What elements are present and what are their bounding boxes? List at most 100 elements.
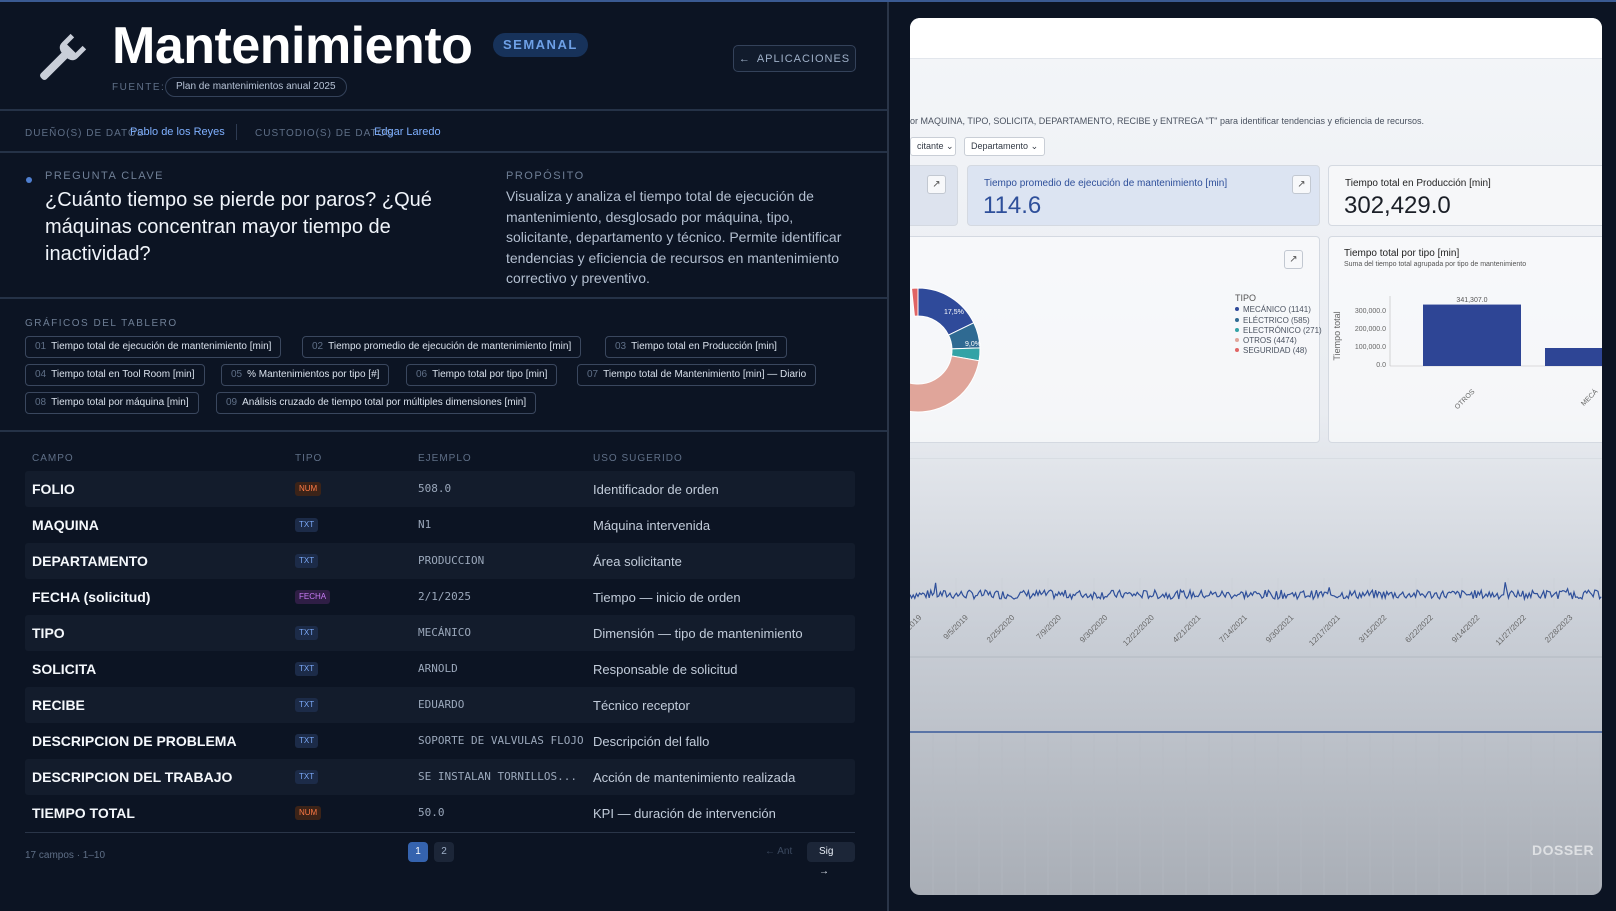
field-name: DESCRIPCION DEL TRABAJO (32, 769, 233, 785)
legend-item: ELÉCTRICO (585) (1235, 316, 1322, 326)
legend-item: SEGURIDAD (48) (1235, 346, 1322, 356)
chart-chip-08[interactable]: 08 Tiempo total por máquina [min] (25, 392, 199, 414)
legend-swatch (1235, 327, 1239, 332)
prev-page-button[interactable]: ← Ant (765, 846, 793, 857)
chart-chip-07[interactable]: 07 Tiempo total de Mantenimiento [min] — … (577, 364, 817, 386)
legend-swatch (1235, 317, 1239, 322)
donut-chart: 17,5% 9,0% (910, 287, 981, 413)
suggested-use: Acción de mantenimiento realizada (593, 770, 796, 785)
suggested-use: KPI — duración de intervención (593, 806, 776, 821)
bar-chart: Tiempo total 300,000.0 200,000.0 100,000… (1332, 296, 1602, 411)
type-badge: TXT (295, 662, 319, 676)
owner-label: DUEÑO(S) DE DATOS (25, 128, 145, 139)
chip-number: 07 (587, 369, 599, 380)
suggested-use: Responsable de solicitud (593, 662, 738, 677)
date-ticks: 1/28/2019 9/5/2019 2/25/2020 7/9/2020 9/30/2… (910, 613, 1575, 648)
donut-label: 17,5% (944, 309, 964, 316)
apps-button[interactable]: ← APLICACIONES (733, 45, 856, 72)
legend-swatch (1235, 307, 1239, 312)
bar-chart-title: Tiempo total por tipo [min] (1344, 248, 1460, 259)
date-tick: 12/17/2021 (1307, 613, 1342, 648)
field-name: MAQUINA (32, 517, 99, 533)
chart-chip-02[interactable]: 02 Tiempo promedio de ejecución de manten… (302, 336, 582, 358)
purpose-label: PROPÓSITO (506, 170, 585, 182)
legend-swatch (1235, 348, 1239, 353)
table-row: SOLICITA TXT ARNOLD Responsable de solicitu… (25, 651, 855, 687)
bar-chart-subtitle: Suma del tiempo total agrupada por tipo … (1344, 261, 1527, 268)
kpi-card-total: ↗ (910, 165, 958, 226)
chevron-down-icon: ⌄ (1030, 141, 1039, 151)
expand-icon[interactable]: ↗ (927, 175, 946, 194)
page-2-button[interactable]: 2 (434, 842, 454, 862)
legend-item: ELECTRÓNICO (271) (1235, 326, 1322, 336)
table-row: RECIBE TXT EDUARDO Técnico receptor (25, 687, 855, 723)
field-name: SOLICITA (32, 661, 97, 677)
chevron-down-icon: ⌄ (946, 141, 954, 151)
date-tick: 7/9/2020 (1035, 613, 1064, 642)
dosser-logo: DOSSER (1532, 842, 1595, 858)
date-tick: 9/14/2022 (1450, 613, 1482, 645)
chart-chip-06[interactable]: 06 Tiempo total por tipo [min] (406, 364, 558, 386)
key-question-text: ¿Cuánto tiempo se pierde por paros? ¿Qué… (45, 189, 432, 265)
y-tick: 0.0 (1376, 362, 1386, 369)
type-badge: TXT (295, 554, 319, 568)
dashboard-preview[interactable]: or MAQUINA, TIPO, SOLICITA, DEPARTAMENTO… (910, 18, 1602, 895)
chip-label: Tiempo total de ejecución de mantenimien… (51, 341, 272, 352)
table-row: DESCRIPCION DE PROBLEMA TXT SOPORTE DE VAL… (25, 723, 855, 759)
y-tick: 100,000.0 (1355, 344, 1386, 351)
owner-value[interactable]: Pablo de los Reyes (130, 126, 225, 138)
x-tick: MECÁ (1579, 387, 1600, 408)
date-tick: 9/5/2019 (942, 613, 971, 642)
donut-slice (910, 355, 980, 413)
type-badge: TXT (295, 770, 319, 784)
chip-number: 08 (35, 397, 47, 408)
timeline-series (910, 582, 1602, 602)
legend-swatch (1235, 338, 1239, 343)
bullet-dot (26, 177, 32, 183)
donut-label: 9,0% (965, 341, 981, 348)
col-ejemplo: EJEMPLO (418, 453, 472, 464)
legend-label: ELECTRÓNICO (271) (1243, 325, 1322, 335)
custodian-value[interactable]: Edgar Laredo (374, 126, 441, 138)
chip-label: Tiempo total de Mantenimiento [min] — Di… (603, 369, 807, 380)
chip-number: 01 (35, 341, 47, 352)
filter-departamento-dropdown[interactable]: Departamento ⌄ (964, 137, 1046, 156)
chart-chip-04[interactable]: 04 Tiempo total en Tool Room [min] (25, 364, 205, 386)
bar-mecanico (1545, 348, 1602, 366)
apps-button-label: APLICACIONES (756, 52, 851, 65)
field-count: 17 campos · 1–10 (25, 850, 106, 861)
chart-chip-05[interactable]: 05 % Mantenimientos por tipo [#] (221, 364, 390, 386)
legend-item: MECÁNICO (1141) (1235, 305, 1322, 315)
date-tick: 1/28/2019 (910, 613, 924, 645)
suggested-use: Técnico receptor (593, 698, 690, 713)
arrow-left-icon: ← (738, 52, 751, 65)
legend-label: ELÉCTRICO (585) (1243, 315, 1310, 325)
data-owners: DUEÑO(S) DE DATOS Pablo de los Reyes CUS… (0, 111, 887, 153)
date-tick: 4/21/2021 (1171, 613, 1203, 645)
example-value: EDUARDO (418, 698, 465, 711)
y-tick: 200,000.0 (1355, 326, 1386, 333)
suggested-use: Máquina intervenida (593, 518, 711, 533)
table-header: CAMPO TIPO EJEMPLO USO SUGERIDO (25, 438, 855, 471)
suggested-use: Tiempo — inicio de orden (593, 590, 741, 605)
chart-chip-01[interactable]: 01 Tiempo total de ejecución de mantenimi… (25, 336, 282, 358)
field-name: RECIBE (32, 697, 85, 713)
chart-chip-03[interactable]: 03 Tiempo total en Producción [min] (605, 336, 787, 358)
next-page-button[interactable]: Sig → (807, 842, 855, 877)
example-value: MECÁNICO (418, 626, 471, 639)
date-tick: 2/28/2023 (1543, 613, 1575, 645)
kpi-title: Tiempo promedio de ejecución de mantenim… (984, 178, 1228, 189)
example-value: 508.0 (418, 482, 452, 495)
divider (236, 124, 237, 140)
y-axis-label: Tiempo total (1332, 311, 1342, 360)
page-1-button[interactable]: 1 (408, 842, 428, 862)
preview-description: or MAQUINA, TIPO, SOLICITA, DEPARTAMENTO… (910, 116, 1425, 126)
top-accent-line (0, 0, 1616, 2)
chart-chip-09[interactable]: 09 Análisis cruzado de tiempo total por m… (216, 392, 537, 414)
expand-icon[interactable]: ↗ (1292, 175, 1311, 194)
filter-solicita-dropdown[interactable]: citante ⌄ (910, 137, 956, 156)
suggested-use: Área solicitante (593, 554, 682, 569)
date-tick: 2/25/2020 (985, 613, 1017, 645)
expand-icon[interactable]: ↗ (1284, 250, 1303, 269)
key-question-label: PREGUNTA CLAVE (45, 170, 165, 182)
